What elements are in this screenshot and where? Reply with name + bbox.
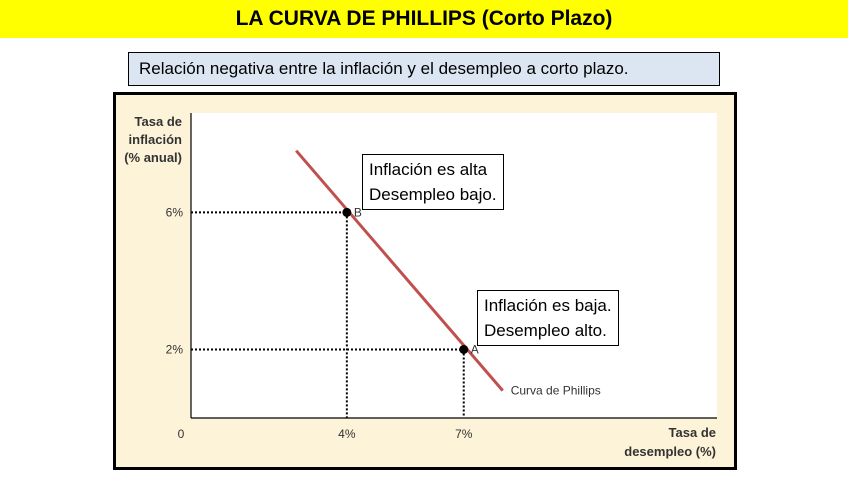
callout-low-inflation: Inflación es baja. Desempleo alto. <box>477 290 619 346</box>
slide-subtitle: Relación negativa entre la inflación y e… <box>139 59 629 78</box>
callout-line: Desempleo alto. <box>484 321 607 340</box>
slide-title: LA CURVA DE PHILLIPS (Corto Plazo) <box>235 7 613 30</box>
x-axis-label: Tasa de <box>669 425 716 440</box>
subtitle-box: Relación negativa entre la inflación y e… <box>128 52 720 86</box>
x-tick-label: 7% <box>455 427 473 441</box>
y-axis-label: Tasa de <box>135 114 182 129</box>
title-bar: LA CURVA DE PHILLIPS (Corto Plazo) <box>0 0 848 38</box>
callout-line: Inflación es baja. <box>484 296 612 315</box>
y-tick-label: 2% <box>166 342 184 356</box>
y-axis-label: (% anual) <box>124 150 182 165</box>
x-axis-label: desempleo (%) <box>624 444 716 459</box>
phillips-curve-line <box>295 149 504 392</box>
callout-line: Inflación es alta <box>369 160 488 179</box>
point-label-a: A <box>471 342 479 356</box>
callout-high-inflation: Inflación es alta Desempleo bajo. <box>362 154 504 210</box>
series-label: Curva de Phillips <box>511 384 601 398</box>
y-tick-label: 6% <box>166 205 184 219</box>
data-point-b <box>342 207 352 217</box>
data-point-a <box>459 344 469 354</box>
callout-line: Desempleo bajo. <box>369 185 497 204</box>
point-label-b: B <box>354 205 362 219</box>
x-tick-label: 4% <box>338 427 356 441</box>
y-axis-label: inflación <box>129 132 183 147</box>
x-tick-label-origin: 0 <box>178 427 185 441</box>
